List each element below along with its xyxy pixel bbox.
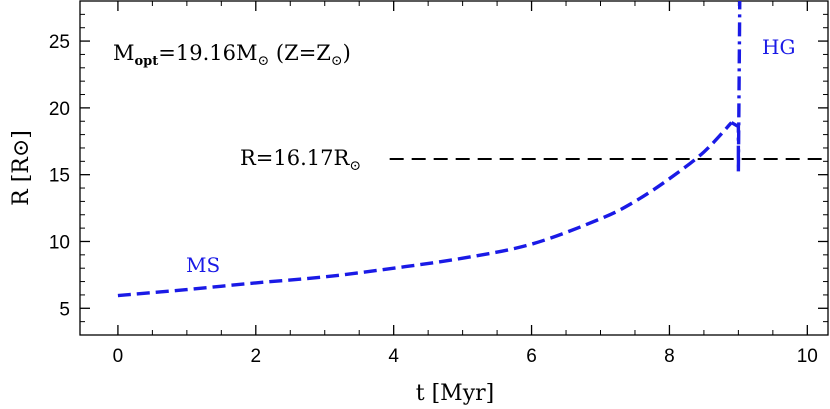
y-tick-label: 15: [49, 166, 70, 187]
series-line-hg: [730, 0, 742, 173]
plot-frame: [79, 0, 829, 336]
x-tick-label: 8: [664, 346, 675, 367]
mass-annotation: Mopt=19.16M⊙ (Z=Z⊙): [113, 41, 351, 69]
y-tick-label: 25: [49, 32, 70, 53]
hg-label: HG: [762, 35, 795, 59]
y-tick-label: 10: [49, 232, 70, 253]
x-tick-label: 6: [526, 346, 537, 367]
x-tick-label: 0: [113, 346, 124, 367]
x-tick-label: 10: [797, 346, 818, 367]
x-tick-label: 2: [251, 346, 262, 367]
y-tick-label: 5: [59, 299, 70, 320]
ms-label: MS: [186, 253, 220, 277]
axis-ticks: [80, 1, 828, 335]
radius-annotation: R=16.17R⊙: [240, 146, 361, 174]
series-line-ms: [117, 121, 733, 298]
x-axis-label: t [Myr]: [416, 381, 494, 406]
y-tick-label: 20: [49, 99, 70, 120]
y-axis-label: R [R⊙]: [9, 130, 34, 206]
axis-tick-labels: 0 2 4 6 8 10 5 10 15 20 25: [49, 32, 818, 367]
x-tick-label: 4: [388, 346, 399, 367]
